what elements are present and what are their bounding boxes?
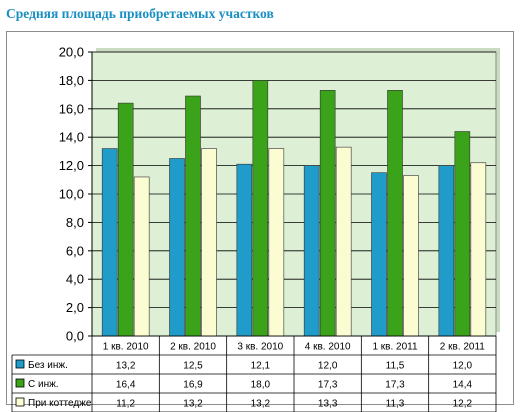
y-tick-label: 16,0 bbox=[59, 101, 84, 116]
data-value-label: 17,3 bbox=[385, 380, 405, 391]
data-value-label: 13,3 bbox=[318, 399, 338, 410]
legend-label: При коттедже bbox=[28, 398, 92, 409]
bar bbox=[268, 148, 285, 337]
chart-title: Средняя площадь приобретаемых участков bbox=[6, 6, 274, 21]
bar bbox=[319, 90, 336, 337]
data-value-label: 11,3 bbox=[386, 399, 405, 410]
y-tick-label: 8,0 bbox=[66, 215, 84, 230]
data-value-label: 11,2 bbox=[116, 399, 135, 410]
bar bbox=[403, 175, 419, 337]
y-tick-label: 12,0 bbox=[59, 158, 84, 173]
y-tick-label: 0,0 bbox=[66, 329, 84, 344]
bar bbox=[201, 148, 217, 337]
bar bbox=[133, 176, 150, 337]
bar bbox=[169, 158, 185, 337]
bar bbox=[387, 90, 403, 337]
data-value-label: 17,3 bbox=[318, 380, 338, 391]
bar bbox=[371, 172, 387, 337]
x-category-label: 2 кв. 2010 bbox=[170, 342, 216, 353]
data-value-label: 16,9 bbox=[183, 380, 203, 391]
legend-swatch bbox=[15, 378, 25, 388]
bar bbox=[252, 80, 269, 337]
x-category-label: 1 кв. 2010 bbox=[103, 342, 149, 353]
bar bbox=[470, 162, 487, 337]
data-value-label: 18,0 bbox=[251, 380, 271, 391]
bar bbox=[101, 148, 118, 337]
data-value-label: 13,2 bbox=[251, 399, 271, 410]
y-tick-label: 10,0 bbox=[59, 187, 84, 202]
data-value-label: 13,2 bbox=[183, 399, 203, 410]
x-category-label: 3 кв. 2010 bbox=[237, 342, 283, 353]
y-tick-label: 2,0 bbox=[66, 300, 84, 315]
bar bbox=[236, 163, 253, 337]
data-value-label: 12,1 bbox=[251, 361, 271, 372]
bar bbox=[335, 146, 352, 337]
legend-label: Без инж. bbox=[28, 360, 68, 371]
bar bbox=[454, 131, 471, 337]
legend-swatch bbox=[15, 397, 25, 407]
x-category-label: 4 кв. 2010 bbox=[305, 342, 351, 353]
data-value-label: 12,0 bbox=[318, 361, 338, 372]
y-tick-label: 14,0 bbox=[59, 130, 84, 145]
legend-label: С инж. bbox=[28, 379, 59, 390]
data-value-label: 12,2 bbox=[453, 399, 473, 410]
y-tick-label: 6,0 bbox=[66, 243, 84, 258]
bar bbox=[185, 95, 201, 337]
data-value-label: 16,4 bbox=[116, 380, 136, 391]
y-tick-label: 20,0 bbox=[59, 45, 84, 60]
y-tick-label: 4,0 bbox=[66, 272, 84, 287]
data-value-label: 14,4 bbox=[453, 380, 473, 391]
x-category-label: 2 кв. 2011 bbox=[440, 342, 486, 353]
data-value-label: 11,5 bbox=[386, 361, 405, 372]
y-tick-label: 18,0 bbox=[59, 73, 84, 88]
legend-swatch bbox=[15, 359, 25, 369]
x-category-label: 1 кв. 2011 bbox=[372, 342, 418, 353]
bar bbox=[438, 165, 455, 337]
data-value-label: 12,5 bbox=[183, 361, 203, 372]
bar bbox=[117, 102, 134, 337]
bar bbox=[303, 165, 320, 337]
data-value-label: 13,2 bbox=[116, 361, 136, 372]
data-value-label: 12,0 bbox=[453, 361, 473, 372]
